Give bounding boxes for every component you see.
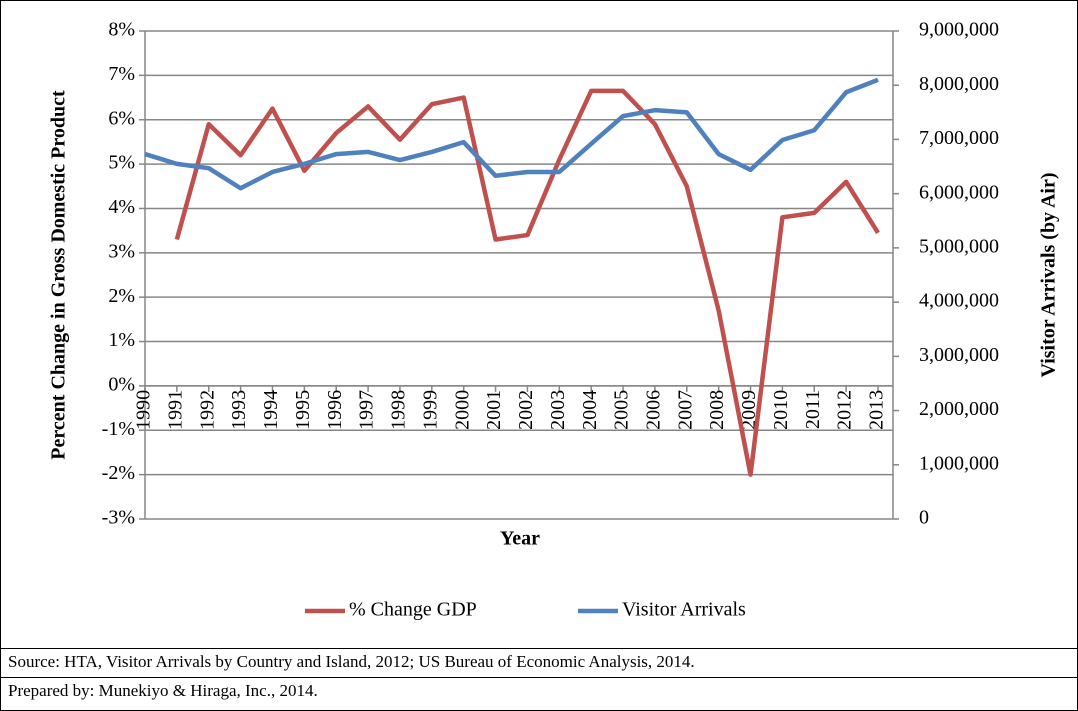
- y2-tick-label: 4,000,000: [919, 290, 999, 312]
- y-tick-label: 7%: [108, 63, 135, 85]
- y-tick-label: 6%: [108, 107, 135, 129]
- x-tick-label: 1990: [133, 390, 155, 430]
- x-tick-label: 2001: [483, 390, 505, 430]
- series-line: [144, 77, 879, 191]
- x-axis-title: Year: [500, 528, 540, 550]
- x-tick-label: 1999: [419, 390, 441, 430]
- y2-tick-label: 9,000,000: [919, 19, 999, 41]
- x-tick-label: 1992: [196, 390, 218, 430]
- x-tick-label: 2009: [738, 390, 760, 430]
- y-tick-label: -2%: [102, 462, 135, 484]
- x-tick-label: 1996: [324, 390, 346, 430]
- x-tick-label: 2006: [643, 390, 665, 430]
- prepared-note: Prepared by: Munekiyo & Hiraga, Inc., 20…: [8, 681, 318, 700]
- x-tick-label: 2013: [866, 390, 888, 430]
- y-tick-label: 0%: [108, 374, 135, 396]
- source-note: Source: HTA, Visitor Arrivals by Country…: [8, 652, 695, 671]
- x-tick-label: 2000: [451, 390, 473, 430]
- y-tick-label: -3%: [102, 507, 135, 529]
- y2-tick-label: 3,000,000: [919, 344, 999, 366]
- legend-label: Visitor Arrivals: [622, 599, 746, 621]
- x-tick-label: 1993: [228, 390, 250, 430]
- series-line: [174, 88, 880, 477]
- x-tick-label: 1998: [388, 390, 410, 430]
- x-tick-label: 1991: [164, 390, 186, 430]
- y-axis-title: Percent Change in Gross Domestic Product: [48, 90, 70, 460]
- legend-label: % Change GDP: [349, 599, 477, 621]
- y-tick-label: 4%: [108, 196, 135, 218]
- y2-tick-label: 2,000,000: [919, 398, 999, 420]
- y2-tick-label: 6,000,000: [919, 181, 999, 203]
- y-tick-label: -1%: [102, 418, 135, 440]
- x-tick-label: 2004: [579, 390, 601, 430]
- y2-tick-label: 1,000,000: [919, 452, 999, 474]
- x-tick-label: 2007: [674, 390, 696, 430]
- y-tick-label: 3%: [108, 240, 135, 262]
- x-tick-label: 2002: [515, 390, 537, 430]
- x-tick-label: 2011: [802, 390, 824, 429]
- y-tick-label: 5%: [108, 152, 135, 174]
- y-tick-label: 8%: [108, 19, 135, 41]
- x-tick-label: 2010: [770, 390, 792, 430]
- x-tick-label: 2003: [547, 390, 569, 430]
- x-tick-label: 2008: [706, 390, 728, 430]
- x-tick-label: 2005: [611, 390, 633, 430]
- y2-tick-label: 7,000,000: [919, 127, 999, 149]
- x-tick-label: 1997: [356, 390, 378, 430]
- y2-axis-title: Visitor Arrivals (by Air): [1038, 173, 1060, 378]
- y-tick-label: 2%: [108, 285, 135, 307]
- y2-tick-label: 5,000,000: [919, 235, 999, 257]
- x-tick-label: 2012: [834, 390, 856, 430]
- x-tick-label: 1994: [260, 390, 282, 430]
- y-tick-label: 1%: [108, 329, 135, 351]
- y2-tick-label: 8,000,000: [919, 73, 999, 95]
- y2-tick-label: 0: [919, 507, 929, 529]
- x-tick-label: 1995: [292, 390, 314, 430]
